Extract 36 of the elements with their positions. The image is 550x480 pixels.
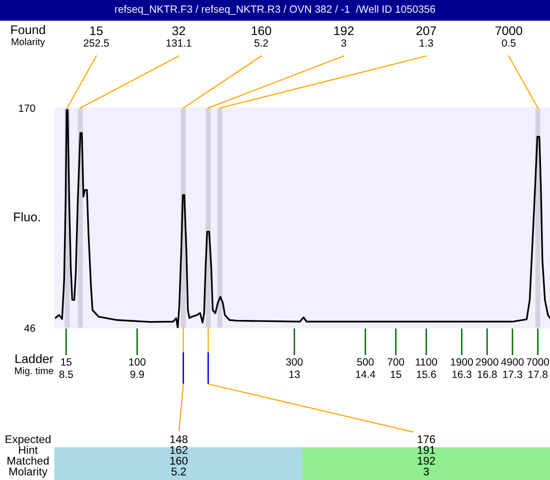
text: 1100 bbox=[416, 358, 438, 366]
text: 100 bbox=[129, 358, 146, 366]
text: Expected Hint Matched Molarity bbox=[6, 435, 50, 478]
text: 7000 bbox=[526, 358, 550, 366]
annotation: 15 252.5 bbox=[84, 26, 109, 47]
text: Ladder Mig. time bbox=[15, 354, 54, 376]
text: Found Molarity bbox=[11, 25, 45, 48]
y-tick-label: 46 bbox=[24, 324, 36, 332]
annotation: 207 1.3 bbox=[416, 26, 436, 47]
line-series bbox=[55, 109, 550, 328]
annotation: 32 131.1 bbox=[166, 26, 192, 47]
text: 1900 bbox=[450, 358, 473, 366]
text: 300 bbox=[286, 358, 303, 366]
annotation: 192 3 bbox=[334, 26, 354, 47]
text: 15 bbox=[61, 358, 72, 366]
y-tick-label: 170 bbox=[18, 104, 36, 112]
x-tick-label: 17.3 bbox=[503, 370, 522, 378]
text: 700 bbox=[388, 358, 404, 366]
chart-title: refseq_NKTR.F3 / refseq_NKTR.R3 / OVN 382 / -1 /Well ID 1050356 bbox=[115, 5, 436, 15]
text: 2900 bbox=[476, 358, 498, 366]
x-tick-label: 14.4 bbox=[356, 370, 376, 378]
annotation: 176 191 192 3 bbox=[418, 435, 436, 476]
text: 4900 bbox=[501, 358, 524, 366]
x-tick-label: 15 bbox=[390, 370, 402, 378]
x-tick-label: 15.6 bbox=[416, 370, 436, 378]
x-tick-label: 17.8 bbox=[528, 370, 548, 378]
x-tick-label: 8.5 bbox=[59, 370, 73, 378]
x-tick-label: 16.3 bbox=[452, 370, 472, 378]
y-axis-title: Fluo. bbox=[14, 212, 40, 222]
annotation: 160 5.2 bbox=[252, 26, 272, 47]
x-tick-label: 16.8 bbox=[478, 370, 497, 378]
x-tick-label: 9.9 bbox=[130, 370, 144, 378]
annotation: 148 162 160 5.2 bbox=[170, 435, 188, 476]
annotation: 7000 0.5 bbox=[495, 26, 522, 47]
text: 500 bbox=[357, 358, 374, 366]
x-tick-label: 13 bbox=[289, 370, 300, 378]
